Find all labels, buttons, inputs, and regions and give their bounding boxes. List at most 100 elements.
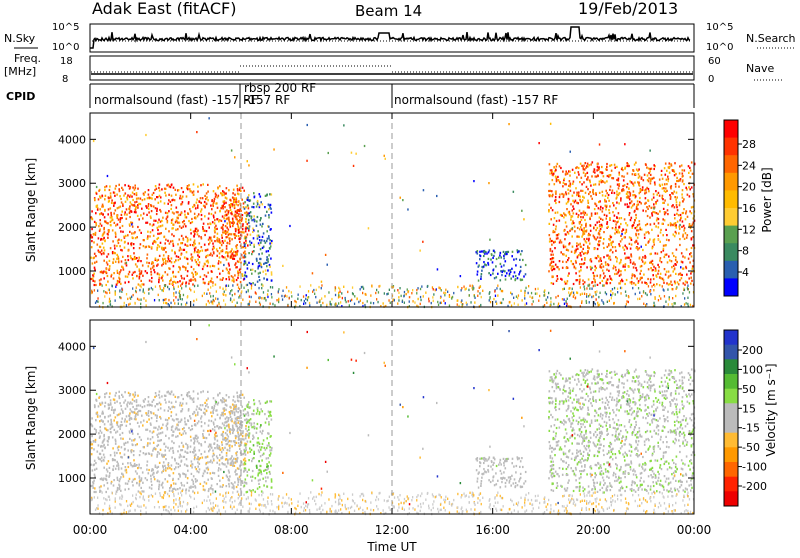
velocity-cell [145, 429, 147, 431]
velocity-cell [173, 452, 175, 454]
power-cell [559, 194, 561, 196]
power-cell [492, 269, 494, 271]
power-cell [605, 208, 607, 210]
power-cell [591, 215, 593, 217]
power-cell [633, 282, 635, 284]
power-ground-cell [420, 296, 421, 298]
power-cell [589, 181, 591, 183]
power-ground-cell [517, 297, 518, 299]
power-cell [253, 244, 255, 246]
power-cell [139, 268, 141, 270]
velocity-cell [236, 486, 238, 488]
power-ground-cell [316, 289, 317, 291]
power-cell [626, 247, 628, 249]
power-cell [644, 174, 646, 176]
power-cell [584, 214, 586, 216]
power-cell [104, 209, 106, 211]
velocity-cell [100, 485, 102, 487]
power-cell [108, 229, 110, 231]
power-cell [193, 183, 195, 185]
power-cell [663, 208, 665, 210]
power-cell [266, 265, 268, 267]
velocity-cell [138, 464, 140, 466]
power-ground-cell [151, 287, 152, 289]
velocity-cell [189, 415, 191, 417]
power-cell [169, 283, 171, 285]
power-cell [152, 267, 154, 269]
power-cell [123, 195, 125, 197]
power-ground-cell [230, 290, 231, 292]
power-cell [644, 263, 646, 265]
power-cell [165, 262, 167, 264]
power-cell [648, 190, 650, 192]
velocity-cell [188, 490, 190, 492]
power-cell [552, 276, 554, 278]
velocity-cell [134, 478, 136, 480]
power-ground-cell [165, 302, 166, 304]
power-ground-cell [601, 299, 602, 301]
power-cell [670, 196, 672, 198]
power-cell [109, 260, 111, 262]
velocity-cell [205, 456, 207, 458]
power-cell [148, 262, 150, 264]
power-cell [605, 190, 607, 192]
velocity-cell [137, 467, 139, 469]
power-cell [247, 267, 249, 269]
power-cell [637, 224, 639, 226]
power-cell [645, 197, 647, 199]
power-cell [644, 257, 646, 259]
power-cell [594, 275, 596, 277]
power-cell [102, 204, 104, 206]
power-ground-cell [500, 288, 501, 290]
power-cell [611, 177, 613, 179]
power-sparse-cell [521, 210, 523, 212]
power-cell [115, 232, 117, 234]
velocity-cell [192, 413, 194, 415]
power-cell [115, 224, 117, 226]
power-cell [190, 222, 192, 224]
power-ground-cell [655, 298, 656, 300]
power-cell [147, 222, 149, 224]
power-cell [91, 228, 93, 230]
velocity-cell [216, 483, 218, 485]
power-sparse-cell [215, 225, 217, 227]
power-cell [503, 264, 505, 266]
power-cell [153, 220, 155, 222]
velocity-cell [172, 431, 174, 433]
power-cell [593, 227, 595, 229]
power-ground-cell [687, 288, 688, 290]
power-cell [630, 194, 632, 196]
power-cell [666, 239, 668, 241]
power-cell [116, 245, 118, 247]
velocity-cell [234, 444, 236, 446]
power-cell [150, 204, 152, 206]
power-cell [635, 267, 637, 269]
power-cell [204, 195, 206, 197]
power-cell [197, 259, 199, 261]
power-cell [212, 281, 214, 283]
power-cell [103, 277, 105, 279]
velocity-cell [190, 451, 192, 453]
power-cell [216, 239, 218, 241]
power-cell [203, 265, 205, 267]
velocity-cell [107, 488, 109, 490]
velocity-cell [119, 485, 121, 487]
velocity-cell [179, 404, 181, 406]
power-ground-cell [394, 289, 395, 291]
power-ground-cell [164, 299, 165, 301]
velocity-cell [110, 404, 112, 406]
velocity-cell [164, 478, 166, 480]
power-cell [170, 240, 172, 242]
power-cell [211, 278, 213, 280]
power-ground-cell [143, 297, 144, 299]
power-ground-cell [308, 290, 309, 292]
power-ground-cell [397, 302, 398, 304]
power-sparse-cell [368, 227, 370, 229]
power-cell [269, 239, 271, 241]
power-cell [666, 271, 668, 273]
power-cell [171, 204, 173, 206]
velocity-cell [197, 422, 199, 424]
velocity-cell [227, 424, 229, 426]
power-cell [644, 237, 646, 239]
velocity-cell [125, 442, 127, 444]
